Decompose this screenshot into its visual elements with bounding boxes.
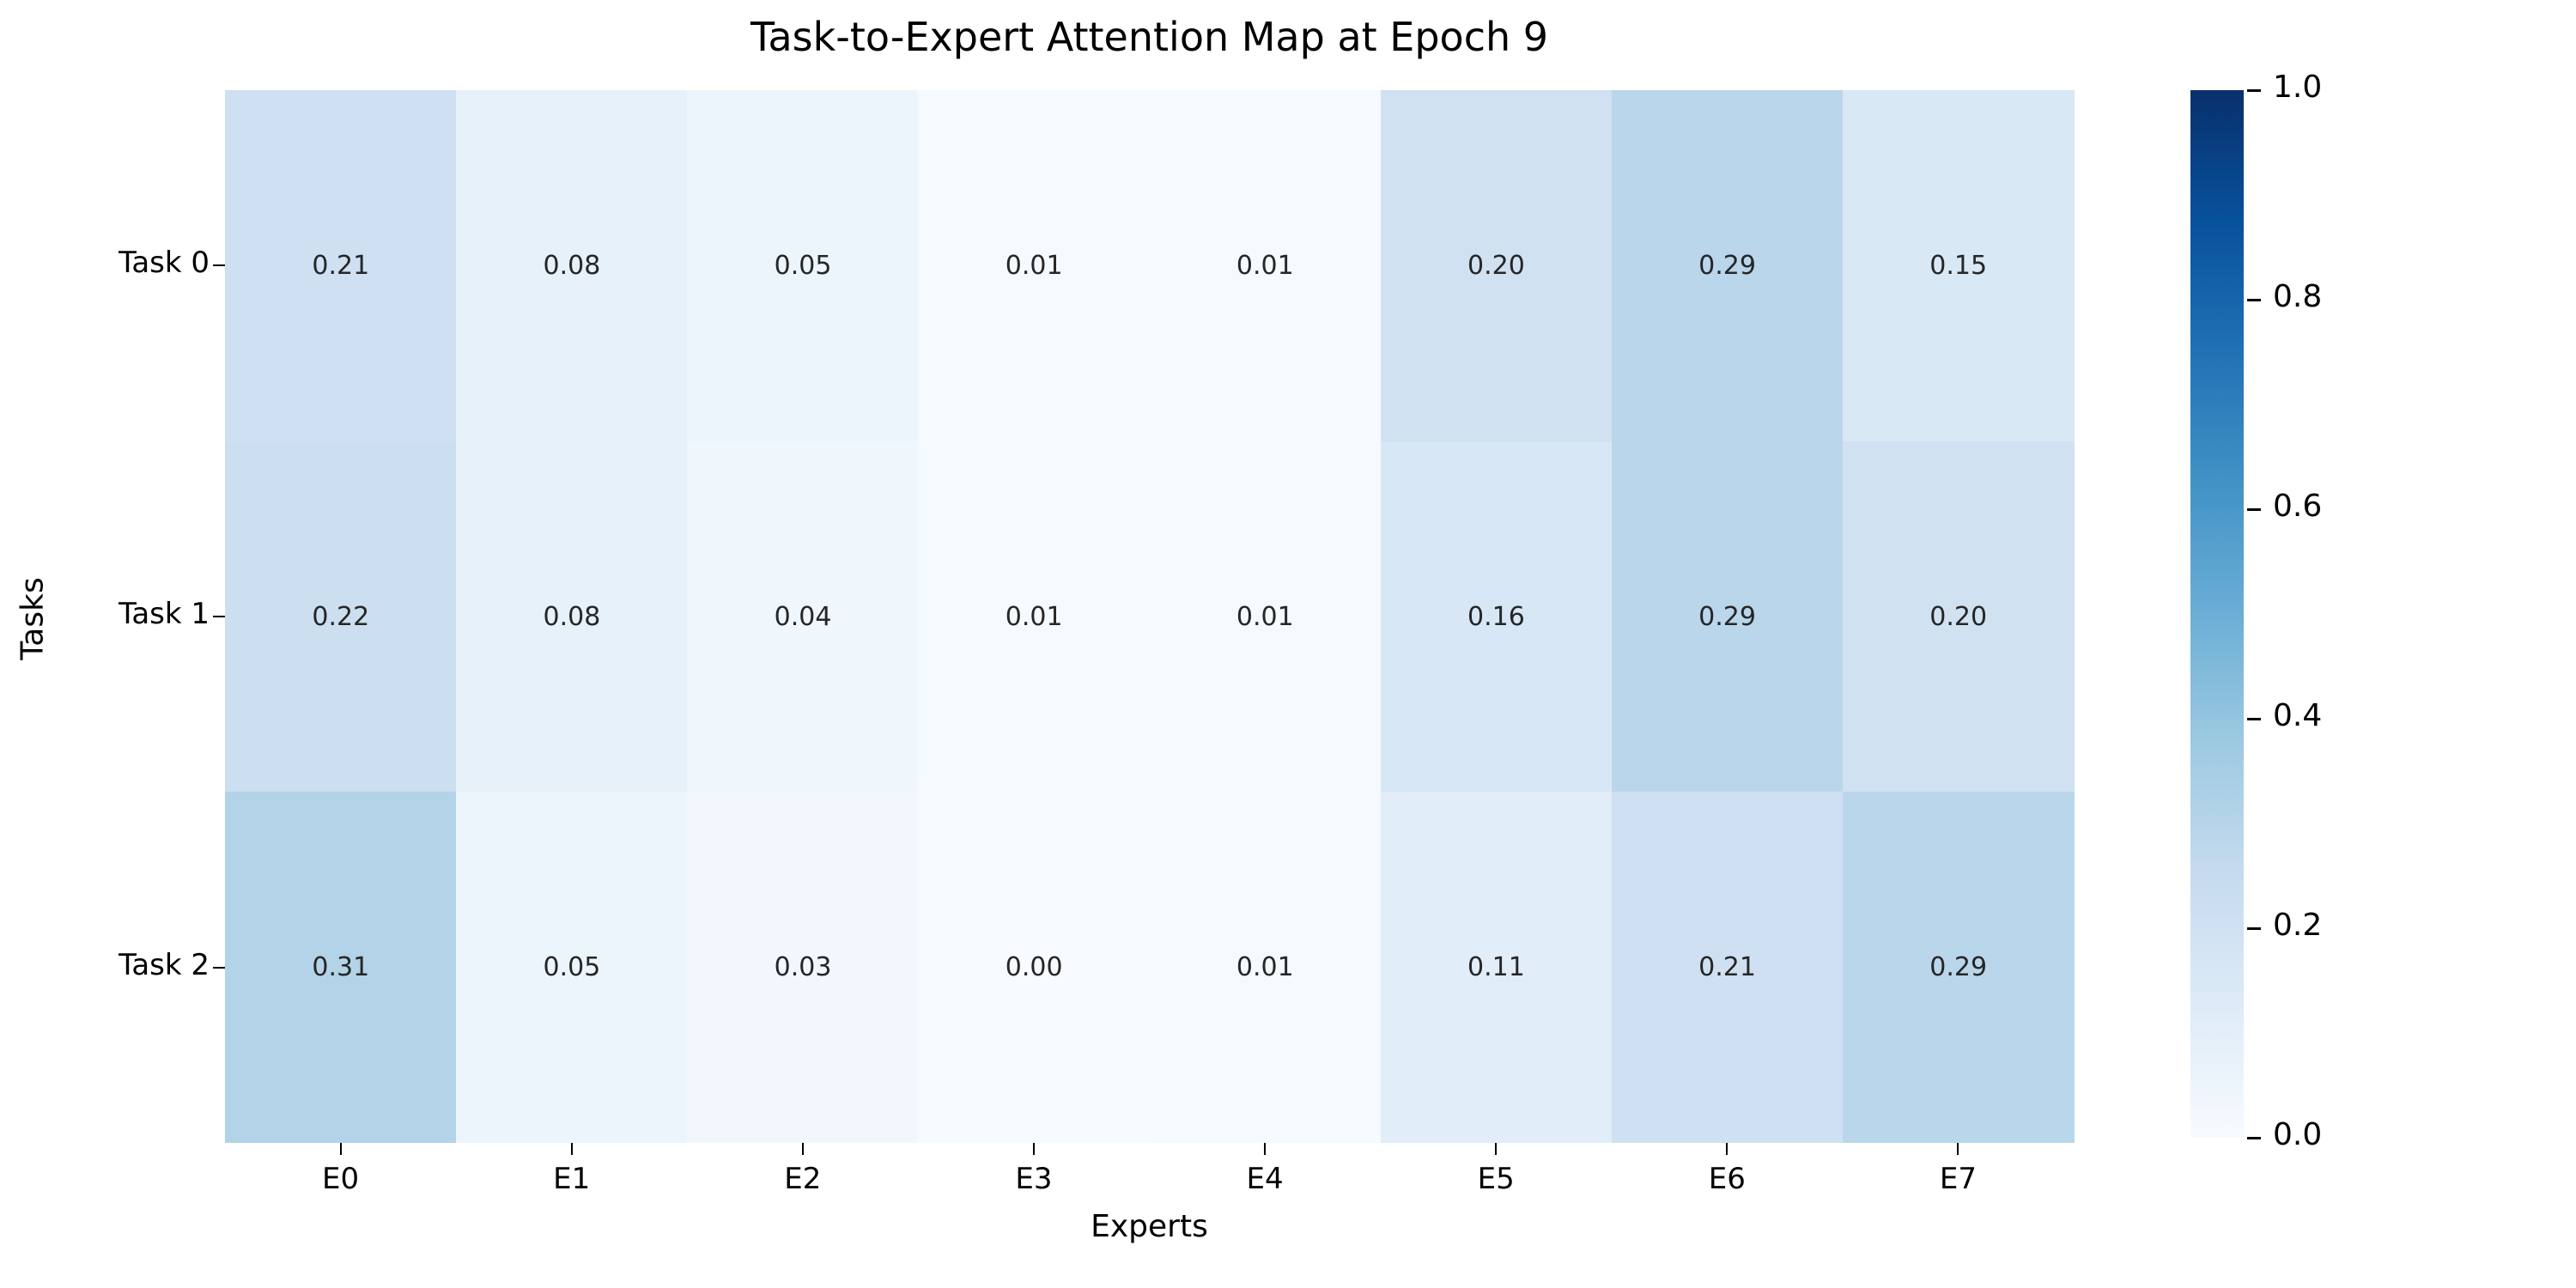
heatmap-cell: 0.00 (918, 792, 1150, 1144)
heatmap-cell: 0.22 (225, 440, 457, 793)
x-tick-mark (339, 1143, 342, 1155)
cell-value: 0.04 (774, 601, 832, 632)
x-axis-label: Experts (1091, 1209, 1208, 1244)
heatmap-cell: 0.20 (1380, 90, 1613, 442)
heatmap-cell: 0.29 (1611, 90, 1844, 442)
x-tick-label: E1 (553, 1162, 591, 1196)
x-tick-label: E4 (1246, 1162, 1284, 1196)
colorbar-tick-label: 0.6 (2273, 489, 2323, 524)
heatmap-cell: 0.11 (1380, 792, 1613, 1144)
heatmap-cell: 0.21 (1611, 792, 1844, 1144)
x-tick-mark (1957, 1143, 1959, 1155)
x-tick-label: E5 (1477, 1162, 1515, 1196)
colorbar-tick-mark (2247, 1136, 2261, 1139)
heatmap-cell: 0.03 (687, 792, 919, 1144)
cell-value: 0.01 (1236, 251, 1294, 282)
heatmap-cell: 0.21 (225, 90, 457, 442)
heatmap-cell: 0.01 (918, 90, 1150, 442)
heatmap-cell: 0.04 (687, 440, 919, 793)
x-tick-label: E3 (1015, 1162, 1053, 1196)
x-tick-mark (570, 1143, 573, 1155)
heatmap-cell: 0.01 (1149, 440, 1382, 793)
heatmap-cell: 0.08 (456, 90, 688, 442)
heatmap-cell: 0.01 (1149, 90, 1382, 442)
colorbar-tick-label: 0.2 (2273, 908, 2323, 943)
cell-value: 0.01 (1005, 601, 1063, 632)
x-tick-label: E6 (1708, 1162, 1746, 1196)
heatmap-cell: 0.01 (1149, 792, 1382, 1144)
colorbar-tick-label: 0.8 (2273, 279, 2323, 314)
heatmap-cell: 0.29 (1842, 792, 2075, 1144)
colorbar-tick-mark (2247, 298, 2261, 301)
x-tick-label: E7 (1939, 1162, 1977, 1196)
colorbar-tick-label: 1.0 (2273, 70, 2323, 105)
heatmap-cell: 0.16 (1380, 440, 1613, 793)
y-tick-mark (213, 616, 225, 617)
x-tick-label: E0 (322, 1162, 360, 1196)
x-tick-mark (801, 1143, 804, 1155)
cell-value: 0.00 (1005, 952, 1063, 983)
cell-value: 0.03 (774, 952, 832, 983)
y-tick-label: Task 0 (118, 246, 210, 281)
heatmap-cell: 0.29 (1611, 440, 1844, 793)
y-tick-mark (213, 966, 225, 969)
cell-value: 0.21 (1698, 952, 1756, 983)
colorbar-tick-mark (2247, 88, 2261, 92)
colorbar-tick-mark (2247, 717, 2261, 720)
heatmap-cell: 0.15 (1842, 90, 2075, 442)
cell-value: 0.01 (1005, 251, 1063, 282)
colorbar-tick-mark (2247, 507, 2261, 511)
cell-value: 0.01 (1236, 952, 1294, 983)
x-tick-mark (1495, 1143, 1498, 1155)
x-tick-mark (1264, 1143, 1267, 1155)
cell-value: 0.11 (1467, 952, 1525, 983)
x-tick-mark (1032, 1143, 1035, 1155)
y-tick-label: Task 2 (118, 947, 210, 982)
heatmap-cell: 0.31 (225, 792, 457, 1144)
cell-value: 0.29 (1698, 251, 1756, 282)
cell-value: 0.20 (1929, 601, 1988, 632)
colorbar-tick-label: 0.0 (2273, 1117, 2323, 1152)
heatmap-cell: 0.20 (1842, 440, 2075, 793)
chart-title: Task-to-Expert Attention Map at Epoch 9 (750, 14, 1549, 60)
heatmap-cell: 0.05 (456, 792, 688, 1144)
cell-value: 0.31 (312, 952, 370, 983)
cell-value: 0.29 (1929, 952, 1988, 983)
cell-value: 0.29 (1698, 601, 1756, 632)
cell-value: 0.15 (1929, 251, 1988, 282)
cell-value: 0.20 (1467, 251, 1525, 282)
cell-value: 0.22 (312, 601, 370, 632)
x-tick-mark (1726, 1143, 1728, 1155)
cell-value: 0.01 (1236, 601, 1294, 632)
x-tick-label: E2 (784, 1162, 822, 1196)
cell-value: 0.05 (543, 952, 601, 983)
cell-value: 0.08 (543, 251, 601, 282)
y-tick-mark (213, 264, 225, 267)
colorbar (2190, 90, 2244, 1138)
cell-value: 0.08 (543, 601, 601, 632)
cell-value: 0.05 (774, 251, 832, 282)
colorbar-tick-mark (2247, 927, 2261, 930)
cell-value: 0.21 (312, 251, 370, 282)
heatmap-cell: 0.08 (456, 440, 688, 793)
y-tick-label: Task 1 (118, 597, 210, 631)
heatmap-grid: 0.21 0.08 0.05 0.01 0.01 0.20 0.29 0.15 0.22 0.08… (225, 90, 2075, 1144)
heatmap-cell: 0.01 (918, 440, 1150, 793)
heatmap-cell: 0.05 (687, 90, 919, 442)
cell-value: 0.16 (1467, 601, 1525, 632)
colorbar-tick-label: 0.4 (2273, 698, 2323, 733)
